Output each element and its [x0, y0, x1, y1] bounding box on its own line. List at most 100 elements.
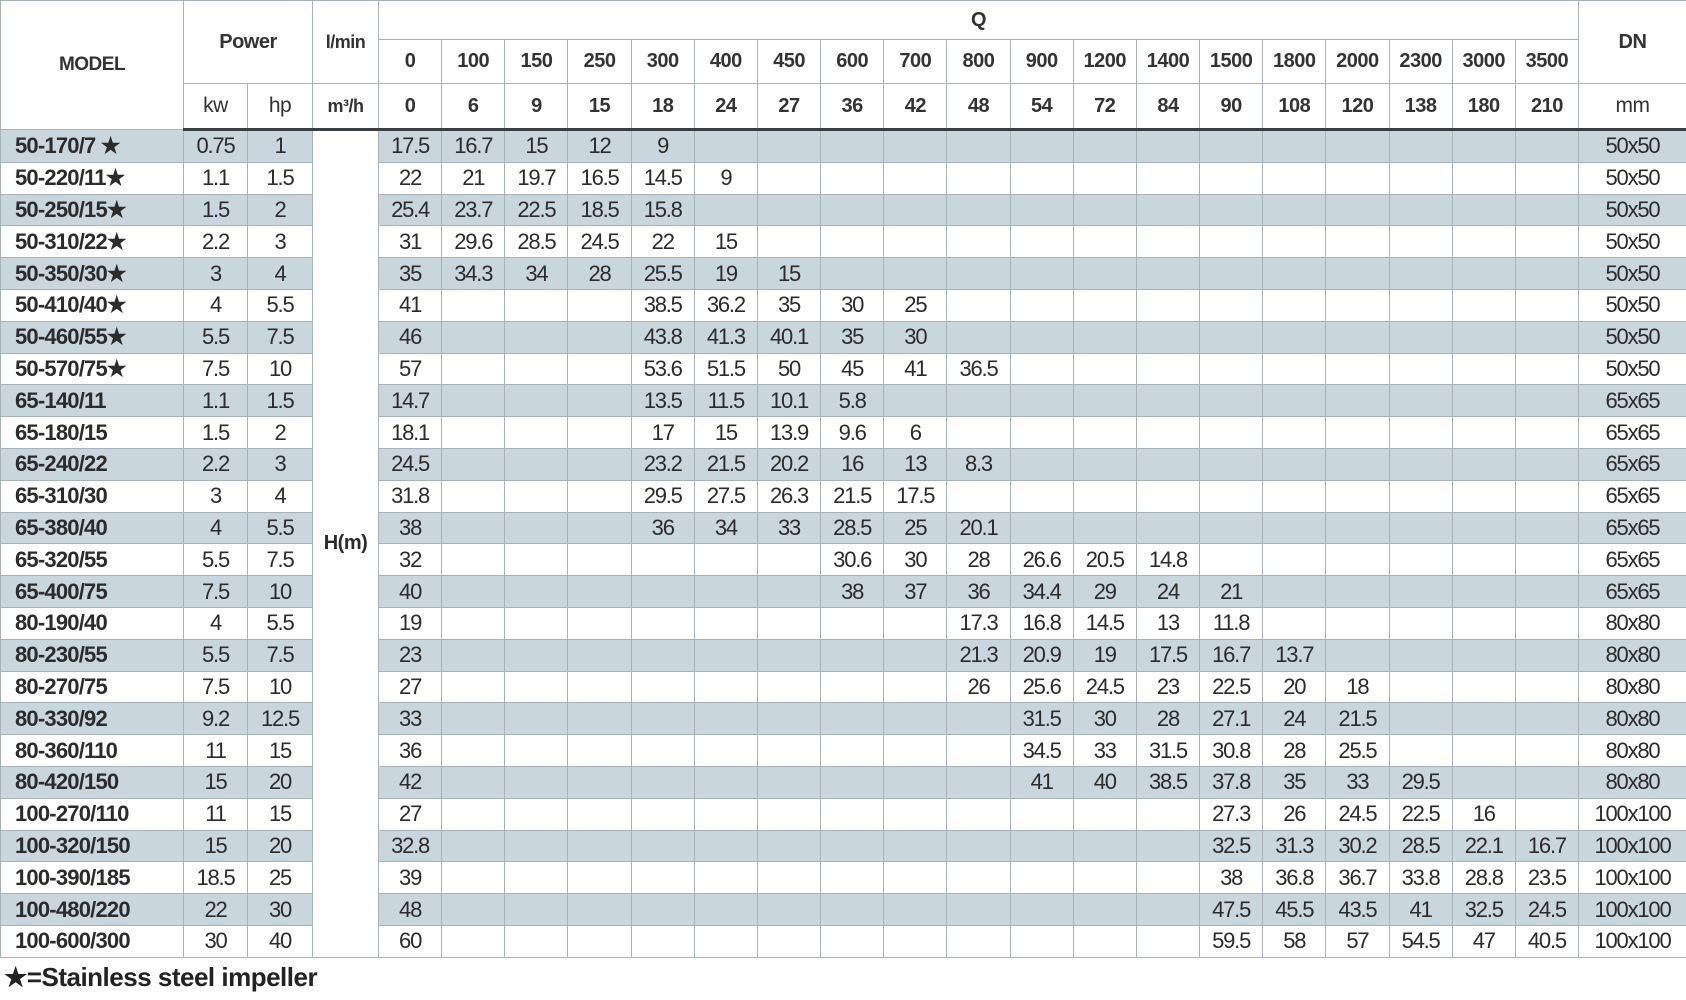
head-value-cell: [567, 575, 632, 608]
head-value-cell: [630, 543, 695, 577]
kw-cell: 30: [183, 924, 248, 958]
head-value-cell: [1072, 861, 1137, 895]
flow-lmin-header: 800: [946, 39, 1011, 84]
head-value-cell: 23: [377, 638, 443, 672]
model-cell: 65-400/75: [0, 575, 184, 608]
head-value-cell: [630, 606, 695, 640]
head-value-cell: [1072, 193, 1137, 227]
head-value-cell: [820, 606, 885, 640]
head-value-cell: [1262, 288, 1327, 322]
head-value-cell: [504, 797, 569, 831]
head-value-cell: 33: [1072, 734, 1137, 767]
head-value-cell: 20.5: [1072, 543, 1137, 577]
head-value-cell: 33: [1325, 765, 1390, 799]
head-value-cell: 27.1: [1199, 702, 1264, 736]
head-value-cell: [504, 606, 569, 640]
head-value-cell: [1514, 797, 1580, 831]
head-value-cell: [1199, 193, 1264, 227]
head-value-cell: 40.5: [1514, 924, 1580, 958]
head-value-cell: [946, 893, 1011, 926]
head-value-cell: [1514, 638, 1580, 672]
head-value-cell: [1199, 447, 1264, 481]
head-value-cell: 36: [377, 734, 443, 767]
dn-cell: 65x65: [1578, 479, 1686, 513]
dn-cell: 65x65: [1578, 575, 1686, 608]
hp-cell: 12.5: [247, 702, 313, 736]
head-value-cell: [1325, 225, 1390, 259]
head-value-cell: 16.7: [1199, 638, 1264, 672]
flow-lmin-header: 600: [820, 39, 885, 84]
head-value-cell: [504, 447, 569, 481]
head-value-cell: [1262, 575, 1327, 608]
head-value-cell: [883, 829, 948, 863]
head-value-cell: 28.8: [1451, 861, 1516, 895]
dn-cell: 50x50: [1578, 320, 1686, 354]
head-value-cell: 14.8: [1135, 543, 1201, 577]
head-value-cell: [946, 924, 1011, 958]
head-value-cell: [693, 606, 758, 640]
head-value-cell: [504, 924, 569, 958]
model-header: MODEL: [0, 0, 184, 130]
model-cell: 80-330/92: [0, 702, 184, 736]
head-value-cell: [1199, 384, 1264, 418]
head-value-cell: 45: [820, 352, 885, 386]
head-value-cell: 37: [883, 575, 948, 608]
head-value-cell: [504, 416, 569, 449]
head-value-cell: 20: [1262, 670, 1327, 704]
head-value-cell: [1514, 193, 1580, 227]
head-value-cell: [567, 288, 632, 322]
head-value-cell: [1009, 129, 1074, 163]
kw-cell: 5.5: [183, 543, 248, 577]
head-value-cell: 29.5: [1388, 765, 1453, 799]
head-value-cell: 32.5: [1451, 893, 1516, 926]
head-value-cell: 18: [1325, 670, 1390, 704]
head-value-cell: [756, 797, 822, 831]
flow-lmin-header: 250: [567, 39, 632, 84]
head-value-cell: 22.5: [1388, 797, 1453, 831]
head-value-cell: [1451, 161, 1516, 195]
head-value-cell: [1388, 257, 1453, 290]
head-value-cell: [504, 543, 569, 577]
head-value-cell: [441, 670, 506, 704]
head-value-cell: [883, 161, 948, 195]
hp-cell: 10: [247, 575, 313, 608]
head-value-cell: 13.7: [1262, 638, 1327, 672]
head-value-cell: [1135, 257, 1201, 290]
head-value-cell: [756, 638, 822, 672]
head-value-cell: [1072, 797, 1137, 831]
head-value-cell: [1009, 352, 1074, 386]
table-row: 50-350/30★ 3 4 35 34.3 34 28 25.5 19 15 50x50: [0, 257, 1686, 290]
head-value-cell: [820, 702, 885, 736]
kw-cell: 4: [183, 288, 248, 322]
model-cell: 50-410/40★: [0, 288, 184, 322]
head-value-cell: 38: [820, 575, 885, 608]
head-value-cell: 25: [883, 511, 948, 545]
head-value-cell: [1262, 193, 1327, 227]
m3h-unit: m³/h: [312, 83, 379, 131]
head-value-cell: [1262, 161, 1327, 195]
head-value-cell: [441, 861, 506, 895]
kw-cell: 2.2: [183, 447, 248, 481]
head-value-cell: [820, 193, 885, 227]
head-value-cell: 34.3: [441, 257, 506, 290]
dn-cell: 80x80: [1578, 765, 1686, 799]
head-value-cell: [1262, 416, 1327, 449]
head-value-cell: 20.1: [946, 511, 1011, 545]
head-value-cell: [1199, 479, 1264, 513]
table-row: 50-410/40★ 4 5.5 41 38.5 36.2 35 30 25 50x50: [0, 288, 1686, 322]
head-value-cell: [883, 893, 948, 926]
dn-cell: 65x65: [1578, 416, 1686, 449]
flow-lmin-header: 3500: [1514, 39, 1580, 84]
head-value-cell: [567, 384, 632, 418]
head-value-cell: 57: [377, 352, 443, 386]
head-value-cell: [1451, 225, 1516, 259]
head-value-cell: [1388, 670, 1453, 704]
head-value-cell: [1009, 193, 1074, 227]
head-value-cell: [1451, 638, 1516, 672]
head-value-cell: [946, 320, 1011, 354]
head-value-cell: 58: [1262, 924, 1327, 958]
head-value-cell: [1135, 320, 1201, 354]
head-value-cell: [1451, 575, 1516, 608]
table-row: 65-380/40 4 5.5 38 36 34 33 28.5 25 20.1 65x65: [0, 511, 1686, 545]
head-value-cell: 22.5: [1199, 670, 1264, 704]
